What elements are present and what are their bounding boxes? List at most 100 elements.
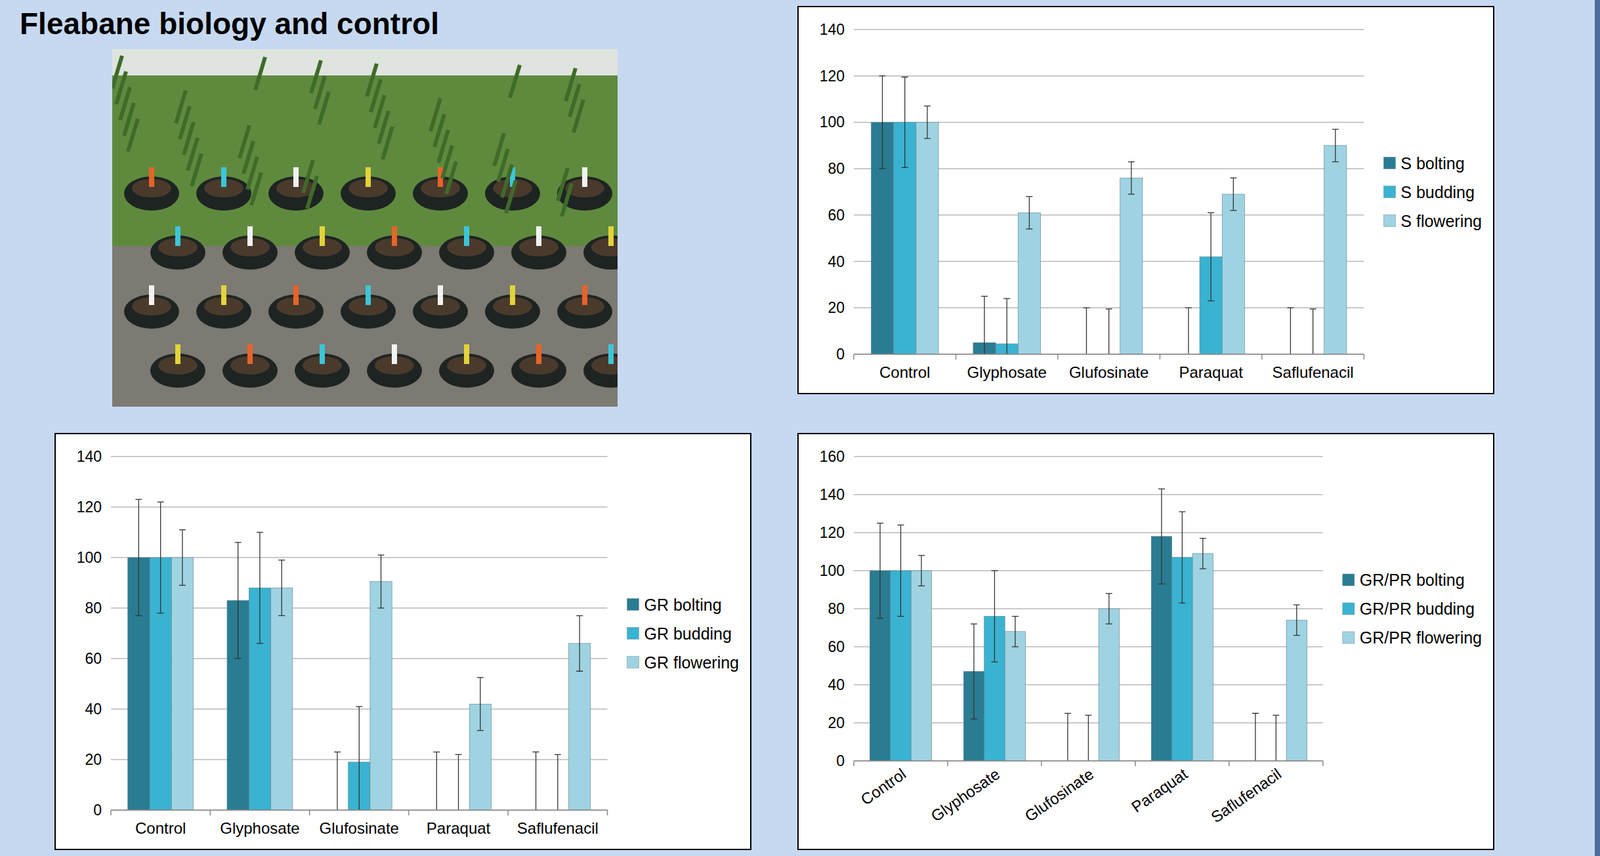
x-tick-label: Glufosinate: [319, 819, 400, 838]
photo: [112, 49, 618, 407]
error-bar: [1105, 309, 1113, 355]
panel-frame: [55, 433, 751, 850]
category-separator: [210, 810, 212, 816]
y-tick-label: 140: [76, 448, 102, 466]
error-bar: [256, 532, 264, 644]
error-bar: [924, 106, 931, 140]
grid-line: [853, 28, 1364, 31]
x-tick-label: Paraquat: [1178, 363, 1243, 382]
error-bar: [554, 754, 562, 811]
photo-tag: [536, 226, 542, 247]
error-bar: [897, 525, 904, 617]
page: Fleabane biology and control S boltingS b…: [0, 0, 1600, 856]
y-tick-label: 120: [819, 67, 845, 85]
x-tick-label: Glyphosate: [927, 765, 1003, 826]
error-bar: [1199, 538, 1207, 569]
error-bar: [334, 752, 341, 811]
bar: [1324, 145, 1347, 355]
photo-leaf: [251, 172, 262, 206]
legend-label: GR/PR budding: [1359, 599, 1475, 619]
photo-tag: [463, 226, 470, 247]
legend-swatch: [1342, 574, 1355, 587]
bar: [370, 582, 392, 811]
photo-tag: [319, 344, 325, 365]
category-separator: [947, 761, 949, 767]
photo-foliage: [112, 75, 618, 247]
legend-label: S flowering: [1400, 211, 1482, 231]
photo-tag: [463, 344, 470, 365]
y-tick-label: 100: [819, 562, 845, 580]
legend-swatch: [1383, 186, 1396, 199]
y-tick-label: 140: [819, 486, 845, 504]
y-tick-label: 20: [827, 714, 845, 732]
photo-leaf: [307, 175, 317, 209]
legend-swatch: [1383, 157, 1396, 170]
photo-tag: [148, 167, 155, 188]
error-bar: [576, 616, 583, 673]
category-separator: [607, 810, 609, 816]
error-bar: [1025, 196, 1033, 230]
photo-tag: [391, 344, 398, 365]
x-axis: [853, 760, 1324, 762]
legend-label: GR/PR bolting: [1359, 570, 1465, 590]
photo-tag: [175, 344, 181, 365]
bar: [1120, 177, 1143, 355]
grid-line: [853, 760, 1324, 762]
legend-label: S bolting: [1400, 154, 1465, 173]
bar: [1192, 553, 1213, 762]
y-tick-label: 100: [76, 549, 102, 567]
error-bar: [1064, 714, 1072, 762]
background: [0, 0, 1600, 856]
photo-tag: [247, 344, 253, 365]
y-tick-label: 20: [827, 299, 845, 317]
edge-strip: [1594, 0, 1600, 856]
grid-line: [853, 494, 1324, 496]
x-tick-label: Glyphosate: [219, 819, 300, 838]
photo-tag: [391, 226, 398, 247]
category-separator: [853, 354, 855, 360]
legend-swatch: [627, 628, 640, 640]
legend-label: GR/PR flowering: [1359, 628, 1482, 648]
bar: [271, 588, 293, 811]
legend-swatch: [1383, 215, 1396, 228]
error-bar: [378, 555, 385, 609]
photo-tag: [365, 167, 371, 188]
legend: GR/PR bolting GR/PR budding GR/PR flowerin…: [1342, 570, 1482, 648]
grid-line: [853, 75, 1364, 77]
photo-tag: [582, 167, 588, 188]
page-title: Fleabane biology and control: [19, 6, 440, 41]
plot-marks: [869, 488, 1307, 762]
grid-line: [853, 456, 1324, 458]
x-tick-label: Control: [857, 765, 909, 809]
y-tick-label: 0: [836, 752, 845, 770]
y-tick-label: 80: [827, 160, 845, 178]
photo-bg: [112, 49, 618, 407]
photo-leaf: [505, 180, 516, 214]
error-bar: [1105, 593, 1113, 625]
photo-leaf: [255, 57, 266, 90]
error-bar: [1178, 511, 1186, 604]
error-bar: [1003, 298, 1011, 355]
panel-frame: [798, 6, 1494, 394]
chart-panel: GR/PR bolting GR/PR budding GR/PR flowerin…: [798, 433, 1494, 850]
error-bar: [1011, 616, 1019, 648]
grid-line: [110, 456, 608, 458]
grid-line: [110, 809, 608, 812]
error-bar: [355, 706, 363, 811]
x-tick-label: Glyphosate: [966, 363, 1047, 382]
error-bar: [990, 570, 998, 663]
error-bar: [278, 560, 285, 617]
error-bar: [918, 555, 925, 587]
error-bar: [532, 752, 540, 811]
chart-panel: GR boltingGR buddingGR flowering02040608…: [55, 433, 751, 856]
y-tick-label: 80: [84, 599, 102, 617]
legend: S boltingS buddingS flowering: [1383, 154, 1482, 231]
photo-tag: [221, 285, 227, 306]
photo-tag: [247, 226, 253, 247]
plot-marks: [870, 76, 1347, 355]
photo-leaf: [318, 91, 329, 125]
photo-bench: [112, 246, 618, 407]
category-separator: [1363, 354, 1366, 360]
error-bar: [1207, 212, 1215, 301]
x-tick-label: Saflufenacil: [1272, 363, 1354, 382]
